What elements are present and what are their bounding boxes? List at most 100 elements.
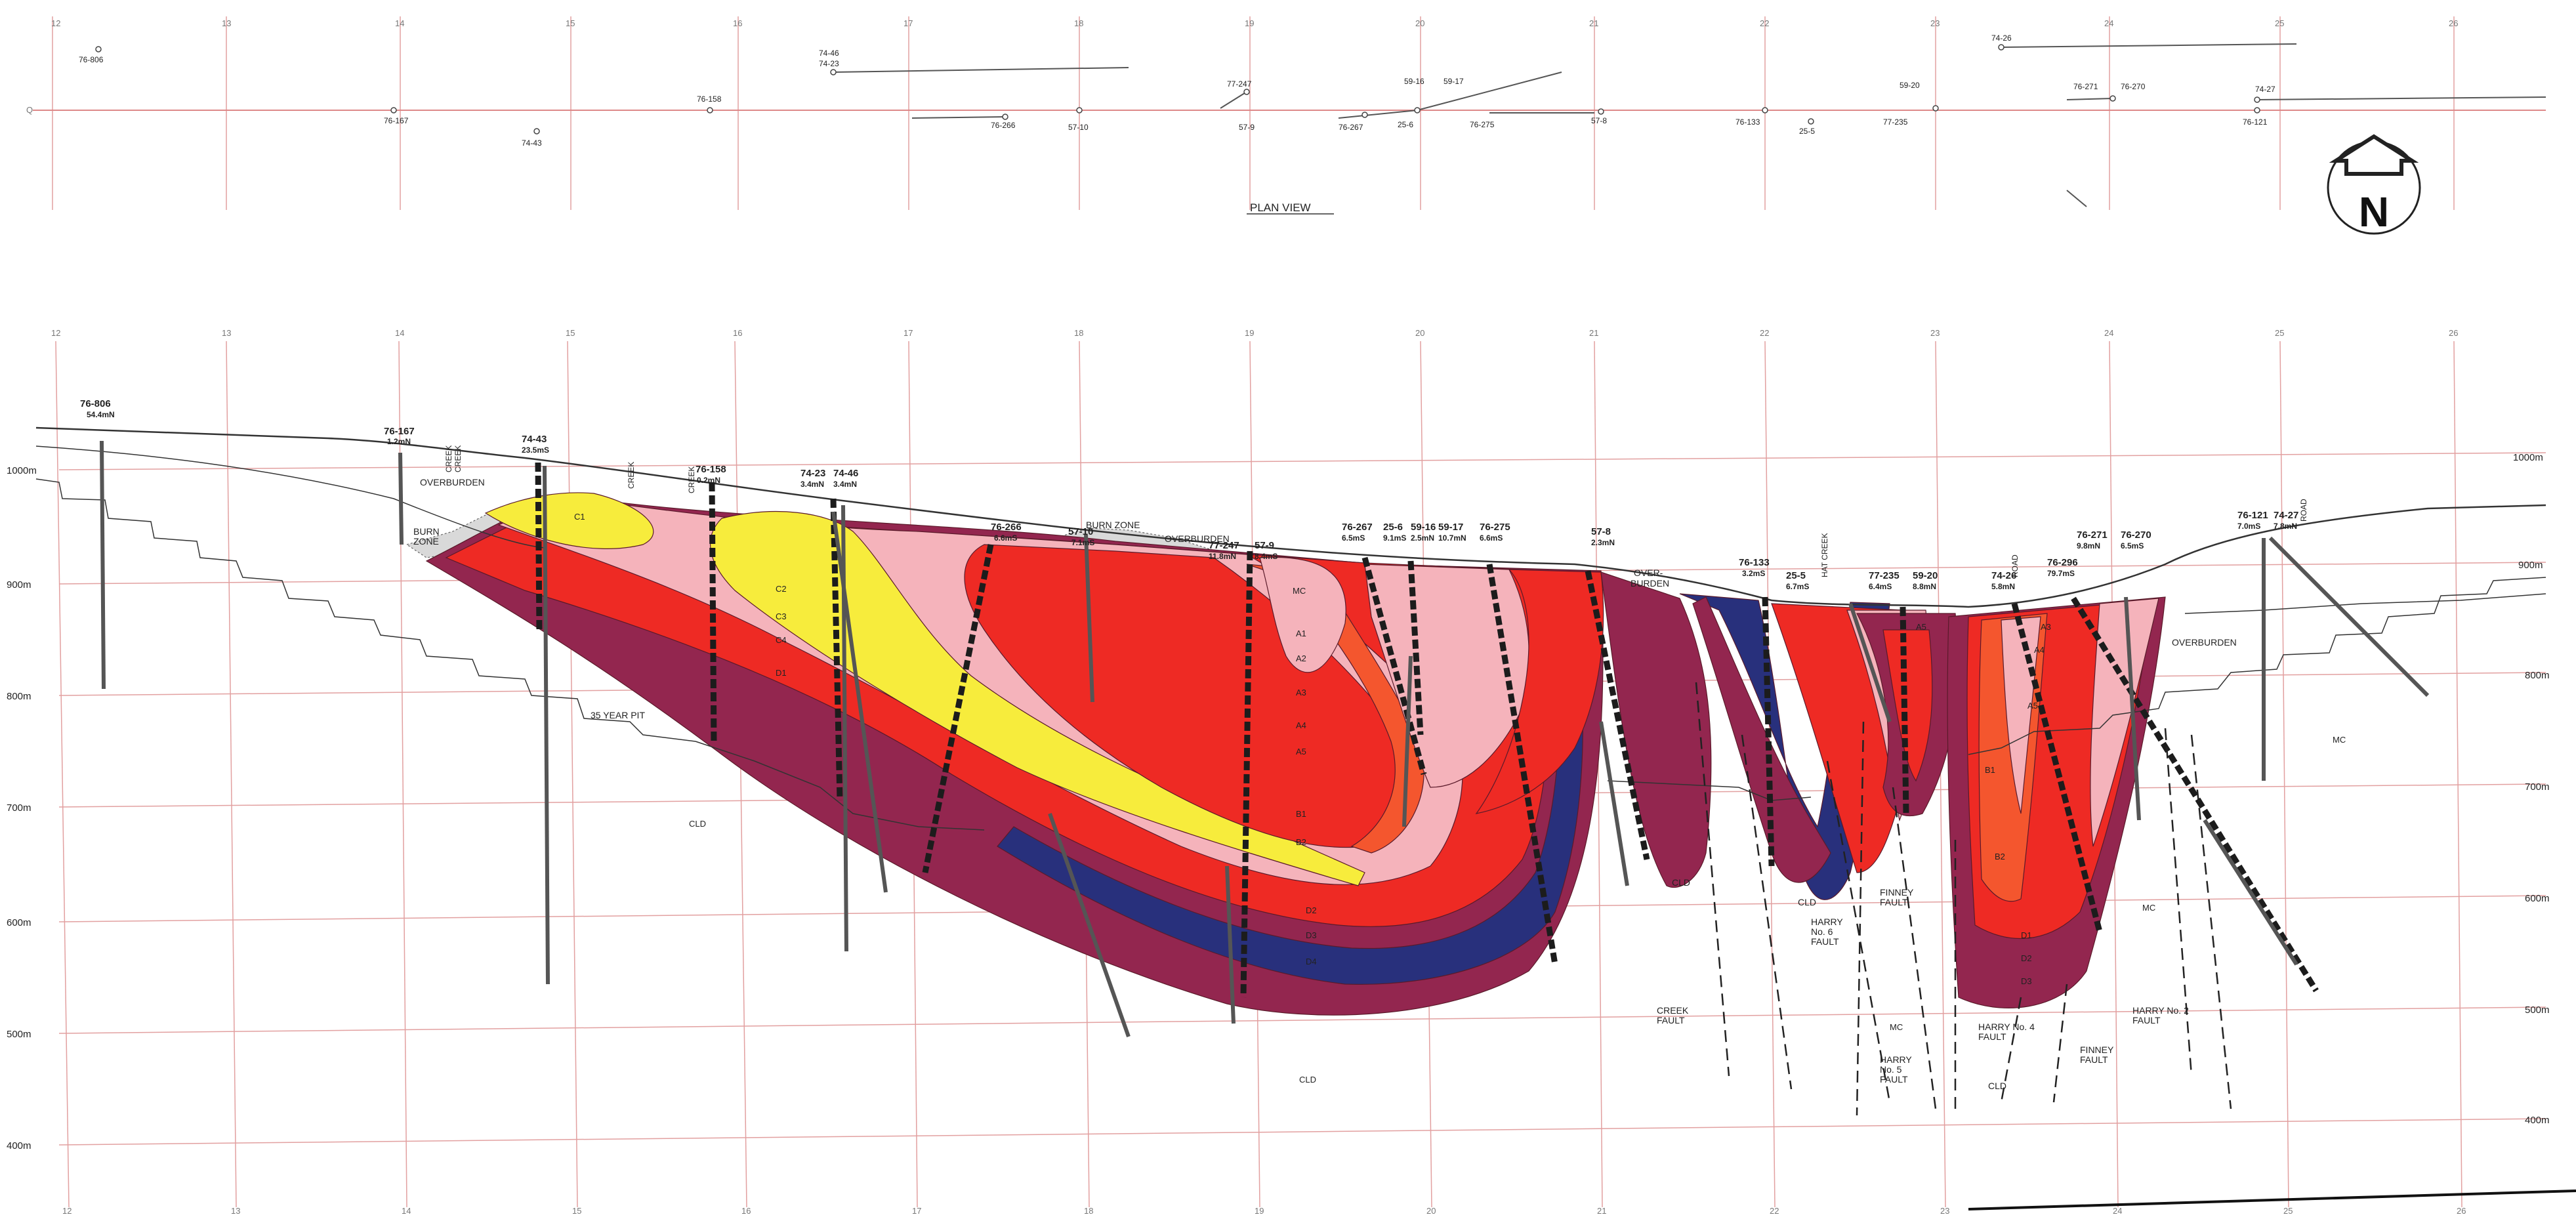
- plan-hole-label: 57-9: [1239, 123, 1255, 132]
- svg-text:CREEK: CREEK: [444, 445, 453, 472]
- burn-zone-label: BURN ZONE: [1086, 520, 1140, 530]
- svg-text:CREEK: CREEK: [687, 466, 696, 493]
- plan-hole-label: 77-235: [1883, 117, 1908, 127]
- svg-text:21: 21: [1589, 328, 1598, 338]
- svg-text:24: 24: [2113, 1206, 2122, 1216]
- hole-label: 59-20: [1913, 570, 1938, 581]
- svg-text:22: 22: [1770, 1206, 1779, 1216]
- svg-text:12: 12: [62, 1206, 72, 1216]
- svg-text:A2: A2: [1296, 653, 1306, 663]
- svg-text:400m: 400m: [7, 1140, 31, 1151]
- hole-label: 76-275: [1480, 522, 1510, 533]
- svg-text:800m: 800m: [7, 691, 31, 702]
- harry4-label-b: FAULT: [1978, 1031, 2006, 1042]
- hole-tag: 6.5mS: [2121, 541, 2144, 550]
- section-hole-labels: 76-806 54.4mN 76-167 1.2mN 74-43 23.5mS …: [80, 398, 2298, 591]
- svg-text:600m: 600m: [2525, 893, 2550, 904]
- overburden-label-b: BURDEN: [1631, 578, 1669, 589]
- pit-label: 35 YEAR PIT: [591, 710, 645, 720]
- plan-hole-label: 74-46: [819, 49, 839, 58]
- cld-label: CLD: [1798, 897, 1816, 907]
- pit-outline-right: [1607, 577, 2546, 801]
- hole-label: 77-235: [1869, 570, 1900, 581]
- unit-mc-pink: [1259, 556, 1346, 673]
- svg-text:700m: 700m: [2525, 781, 2550, 793]
- harry6-label-c: FAULT: [1811, 936, 1839, 947]
- svg-text:D2: D2: [2021, 953, 2032, 963]
- plan-hole-label: 59-20: [1900, 81, 1920, 90]
- unit-c-yellow: [710, 511, 1365, 886]
- drill-holes: [535, 462, 2319, 998]
- overburden-label-a: OVER-: [1634, 568, 1663, 578]
- unit-a5-pink: [1364, 564, 1529, 788]
- svg-text:18: 18: [1074, 18, 1083, 28]
- svg-text:20: 20: [1415, 328, 1424, 338]
- hole-tag: 6.4mS: [1869, 582, 1892, 591]
- svg-text:23: 23: [1930, 18, 1940, 28]
- svg-text:12: 12: [51, 328, 60, 338]
- plan-hole-label: 25-6: [1398, 120, 1413, 129]
- svg-text:16: 16: [733, 328, 742, 338]
- svg-text:D1: D1: [776, 668, 787, 678]
- svg-text:25: 25: [2275, 328, 2284, 338]
- annotations: OVERBURDEN OVERBURDEN OVERBURDEN OVER- B…: [413, 477, 2237, 1091]
- plan-hole-label: 59-16: [1404, 77, 1424, 86]
- svg-text:ROAD: ROAD: [2299, 499, 2308, 522]
- svg-text:26: 26: [2449, 18, 2458, 28]
- north-arrow-icon: N: [2327, 134, 2421, 236]
- plan-hole-label: 74-43: [522, 138, 542, 148]
- svg-text:600m: 600m: [7, 917, 31, 928]
- svg-text:17: 17: [904, 328, 913, 338]
- svg-text:16: 16: [733, 18, 742, 28]
- creek-fault-label-b: FAULT: [1657, 1015, 1685, 1025]
- bedrock-line: [35, 445, 2546, 614]
- faults: [1695, 682, 2232, 1116]
- unit-a3-right-syn: [2001, 616, 2041, 814]
- burn-zone-label-a: BURN: [413, 526, 440, 537]
- svg-text:A3: A3: [1296, 688, 1306, 697]
- svg-text:900m: 900m: [2518, 560, 2543, 571]
- hole-tag: 8.8mN: [1913, 582, 1936, 591]
- svg-text:CREEK: CREEK: [453, 445, 463, 472]
- hole-label: 76-266: [991, 522, 1022, 533]
- unit-d3-right: [1692, 596, 1831, 883]
- svg-text:22: 22: [1760, 18, 1769, 28]
- hole-tag: 2.3mN: [1591, 538, 1615, 547]
- plan-hole-label: 77-247: [1227, 79, 1252, 89]
- hole-label: 74-43: [522, 434, 547, 445]
- hole-tag: 54.4mN: [87, 410, 115, 419]
- svg-text:900m: 900m: [7, 579, 31, 590]
- hole-tag: 9.8mN: [2077, 541, 2100, 550]
- svg-text:18: 18: [1084, 1206, 1093, 1216]
- svg-text:D3: D3: [1306, 930, 1317, 940]
- vertical-annotations: CREEK CREEK CREEK CREEK HAT CREEK ROAD R…: [444, 445, 2308, 577]
- hole-label: 76-270: [2121, 529, 2151, 541]
- svg-text:HAT CREEK: HAT CREEK: [1820, 533, 1829, 577]
- unit-c1: [484, 492, 654, 549]
- svg-text:C3: C3: [776, 611, 787, 621]
- svg-text:24: 24: [2104, 18, 2113, 28]
- overburden-label: OVERBURDEN: [420, 477, 485, 487]
- plan-view-title: PLAN VIEW: [1250, 201, 1311, 214]
- svg-text:17: 17: [904, 18, 913, 28]
- hole-label: 74-23: [800, 468, 825, 479]
- svg-text:25: 25: [2275, 18, 2284, 28]
- svg-text:19: 19: [1245, 328, 1254, 338]
- plan-hole-label: 76-121: [2243, 117, 2268, 127]
- hole-label: 74-26: [1991, 570, 2016, 581]
- plan-hole-label: 74-26: [1991, 33, 2012, 43]
- svg-text:B2: B2: [1296, 837, 1306, 847]
- harry2-label-b: FAULT: [2132, 1015, 2161, 1025]
- harry5-label-c: FAULT: [1880, 1074, 1908, 1085]
- hole-tag: 5.8mN: [1991, 582, 2015, 591]
- svg-text:MC: MC: [2333, 735, 2346, 745]
- svg-text:23: 23: [1940, 1206, 1949, 1216]
- hole-label: 76-296: [2047, 557, 2078, 568]
- plan-hole-label: 59-17: [1444, 77, 1464, 86]
- ground-surface: [35, 426, 2546, 608]
- harry5-label-a: HARRY: [1880, 1054, 1912, 1065]
- unit-pink-right: [2090, 598, 2159, 847]
- svg-text:500m: 500m: [7, 1029, 31, 1040]
- hole-tag: 3.2mS: [1742, 569, 1765, 578]
- svg-text:A1: A1: [1296, 629, 1306, 638]
